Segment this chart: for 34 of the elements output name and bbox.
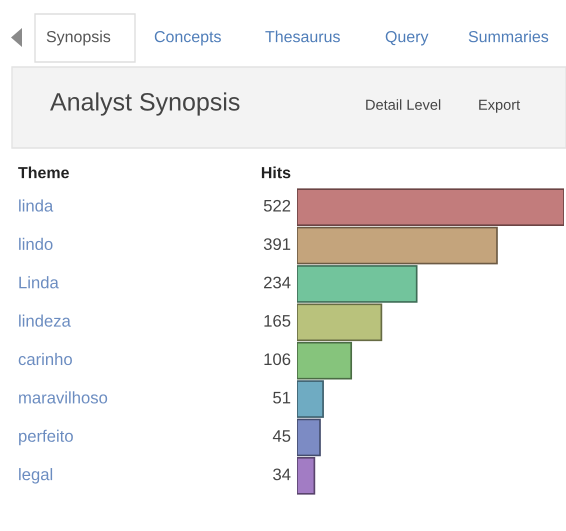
y-tick-label: maravilhoso bbox=[19, 391, 108, 404]
data-label: 45 bbox=[272, 430, 290, 442]
bar bbox=[297, 188, 564, 226]
data-label: 522 bbox=[264, 200, 290, 212]
bar bbox=[297, 456, 316, 495]
text: Export bbox=[479, 100, 520, 113]
bar bbox=[297, 265, 418, 303]
y-tick-label: carinho bbox=[18, 352, 72, 366]
y-tick-label: lindeza bbox=[19, 314, 71, 327]
text: Theme bbox=[18, 166, 69, 178]
text: Detail Level bbox=[366, 99, 440, 110]
y-tick-label: lindo bbox=[19, 238, 53, 250]
data-label: 51 bbox=[273, 392, 290, 404]
data-label: 106 bbox=[264, 353, 290, 366]
y-tick-label: linda bbox=[19, 199, 54, 212]
bar bbox=[297, 303, 382, 342]
text: Hits bbox=[262, 166, 290, 178]
bar bbox=[297, 418, 321, 456]
text: Query bbox=[386, 30, 428, 46]
y-tick-label: perfeito bbox=[19, 430, 73, 446]
text: Thesaurus bbox=[265, 30, 340, 42]
y-tick-label: legal bbox=[19, 468, 52, 484]
chart-title: Analyst Synopsis bbox=[50, 92, 240, 116]
text: Concepts bbox=[154, 30, 221, 46]
y-tick-label: Linda bbox=[19, 276, 59, 288]
data-label: 165 bbox=[264, 314, 290, 327]
data-label: 391 bbox=[264, 238, 290, 250]
text: Synopsis bbox=[46, 30, 110, 46]
bar bbox=[297, 380, 324, 418]
data-label: 34 bbox=[273, 468, 291, 480]
data-label: 234 bbox=[264, 276, 291, 288]
bar bbox=[297, 342, 352, 380]
bar bbox=[297, 226, 498, 264]
text: Summaries bbox=[468, 30, 548, 42]
